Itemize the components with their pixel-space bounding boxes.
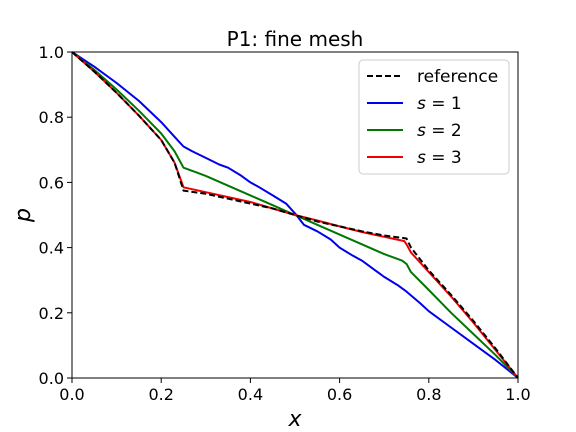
legend-label: s = 2 — [417, 121, 462, 141]
y-tick-label: 0.6 — [39, 173, 64, 192]
legend-label: s = 1 — [417, 94, 462, 114]
chart-title: P1: fine mesh — [227, 27, 364, 51]
y-tick-label: 0.8 — [39, 108, 64, 127]
x-tick-label: 0.6 — [327, 385, 352, 404]
axis-ticks: 0.0 0.2 0.4 0.6 0.8 1.0 0.0 0.2 0.4 0.6 0.8 1.0 — [39, 43, 531, 404]
series-line-reference — [71, 51, 519, 379]
y-tick-label: 1.0 — [39, 43, 64, 62]
legend-box — [358, 59, 510, 175]
legend: reference s = 1 s = 2 s = 3 — [358, 59, 510, 175]
x-tick-label: 0.0 — [59, 385, 84, 404]
x-tick-label: 1.0 — [505, 385, 530, 404]
y-tick-label: 0.2 — [39, 304, 64, 323]
y-axis-title: p — [11, 208, 36, 223]
x-axis-title: x — [287, 407, 302, 432]
y-tick-label: 0.4 — [39, 239, 64, 258]
x-tick-label: 0.4 — [238, 385, 263, 404]
axes-frame — [71, 51, 519, 379]
legend-label: reference — [417, 67, 498, 87]
x-tick-label: 0.8 — [416, 385, 441, 404]
y-tick-label: 0.0 — [39, 369, 64, 388]
series-line-s-1 — [71, 51, 519, 379]
legend-label: s = 3 — [417, 148, 462, 168]
x-tick-label: 0.2 — [148, 385, 173, 404]
plot-area — [71, 51, 519, 379]
